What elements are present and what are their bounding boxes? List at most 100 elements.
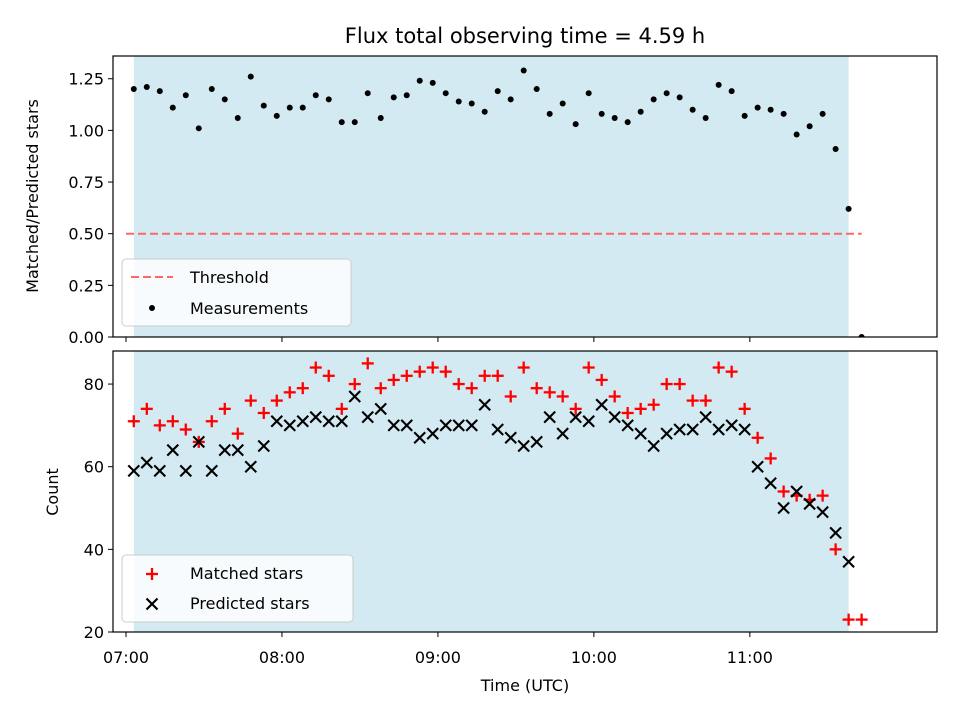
measurement-point xyxy=(533,86,540,93)
measurement-point xyxy=(715,81,722,88)
top-legend: Threshold Measurements xyxy=(121,258,352,327)
predicted-star-point xyxy=(673,423,686,436)
matched-star-point xyxy=(387,373,400,386)
predicted-star-point xyxy=(517,439,530,453)
measurement-point xyxy=(481,108,488,115)
measurement-point xyxy=(546,110,553,117)
predicted-star-point xyxy=(127,464,141,478)
predicted-star-point xyxy=(348,390,361,403)
legend-measurements-swatch xyxy=(149,305,155,311)
matched-star-point xyxy=(283,386,296,399)
matched-star-point xyxy=(738,402,751,415)
measurement-point xyxy=(156,88,163,95)
matched-star-point xyxy=(543,386,556,399)
bottom-axes-frame xyxy=(112,350,938,633)
measurement-point xyxy=(650,96,657,103)
predicted-star-point xyxy=(790,485,803,498)
predicted-star-point xyxy=(465,419,478,432)
predicted-star-point xyxy=(777,501,790,515)
matched-star-point xyxy=(166,415,179,428)
measurement-point xyxy=(507,96,514,103)
measurement-point xyxy=(585,90,592,97)
top-y-tick-label: 0.25 xyxy=(68,276,104,295)
matched-star-point xyxy=(153,419,166,432)
measurements-series xyxy=(130,67,865,337)
legend-threshold-label: Threshold xyxy=(189,268,269,287)
measurement-point xyxy=(494,88,501,95)
bottom-y-tick-label: 60 xyxy=(84,458,104,477)
matched-star-point xyxy=(478,369,491,382)
measurement-point xyxy=(858,334,865,337)
matched-star-point xyxy=(530,382,543,395)
predicted-star-point xyxy=(803,497,816,511)
matched-star-point xyxy=(179,423,192,436)
top-y-tick-label: 0.75 xyxy=(68,173,104,192)
bottom-y-tick-label: 20 xyxy=(84,623,104,642)
measurement-point xyxy=(611,114,618,121)
predicted-star-point xyxy=(595,398,608,411)
predicted-star-point xyxy=(192,435,206,449)
predicted-star-point xyxy=(257,439,271,453)
measurement-point xyxy=(247,73,254,80)
predicted-star-point xyxy=(166,443,180,457)
matched-star-point xyxy=(569,402,582,415)
matched-star-point xyxy=(673,378,686,391)
x-tick-label: 10:00 xyxy=(571,648,617,667)
predicted-star-point xyxy=(452,419,465,432)
measurement-point xyxy=(468,100,475,107)
matched-star-point xyxy=(582,361,595,374)
measurement-point xyxy=(520,67,527,74)
predicted-star-point xyxy=(296,415,309,428)
measurement-point xyxy=(377,114,384,121)
predicted-star-point xyxy=(543,410,556,424)
predicted-star-point xyxy=(426,427,439,440)
matched-star-point xyxy=(686,394,699,407)
predicted-star-point xyxy=(621,419,634,432)
measurement-point xyxy=(260,102,267,109)
measurement-point xyxy=(845,205,852,212)
matched-star-point xyxy=(712,361,725,374)
matched-star-point xyxy=(257,406,270,419)
matched-star-point xyxy=(322,369,335,382)
predicted-star-point xyxy=(829,526,842,540)
measurement-point xyxy=(741,112,748,119)
measurement-point xyxy=(169,104,176,111)
top-legend-box xyxy=(121,258,352,327)
measurement-point xyxy=(767,106,774,113)
predicted-star-point xyxy=(153,464,167,478)
measurement-point xyxy=(182,92,189,99)
predicted-star-point xyxy=(582,415,595,428)
measurement-point xyxy=(663,90,670,97)
measurement-point xyxy=(364,90,371,97)
matched-star-point xyxy=(829,543,842,556)
matched-star-point xyxy=(621,406,634,419)
measurement-point xyxy=(286,104,293,111)
predicted-star-point xyxy=(556,427,569,440)
measurement-point xyxy=(390,94,397,101)
matched-star-point xyxy=(634,402,647,415)
matched-star-point xyxy=(244,394,257,407)
matched-star-point xyxy=(452,378,465,391)
measurement-point xyxy=(637,108,644,115)
x-tick-label: 09:00 xyxy=(415,648,461,667)
measurement-point xyxy=(312,92,319,99)
bottom-y-axis-label: Count xyxy=(43,468,62,516)
matched-star-point xyxy=(439,365,452,378)
measurement-point xyxy=(832,145,839,152)
measurement-point xyxy=(195,125,202,132)
matched-star-point xyxy=(140,402,153,415)
matched-star-point xyxy=(374,382,387,395)
x-tick-label: 08:00 xyxy=(259,648,305,667)
measurement-point xyxy=(234,114,241,121)
predicted-star-point xyxy=(686,423,699,436)
predicted-star-point xyxy=(322,415,335,428)
matched-star-point xyxy=(361,357,374,370)
measurement-point xyxy=(273,112,280,119)
predicted-star-point xyxy=(764,476,777,490)
predicted-star-point xyxy=(647,439,660,453)
predicted-star-point xyxy=(218,443,232,457)
predicted-star-point xyxy=(205,464,219,478)
measurement-point xyxy=(429,79,436,86)
measurement-point xyxy=(325,96,332,103)
